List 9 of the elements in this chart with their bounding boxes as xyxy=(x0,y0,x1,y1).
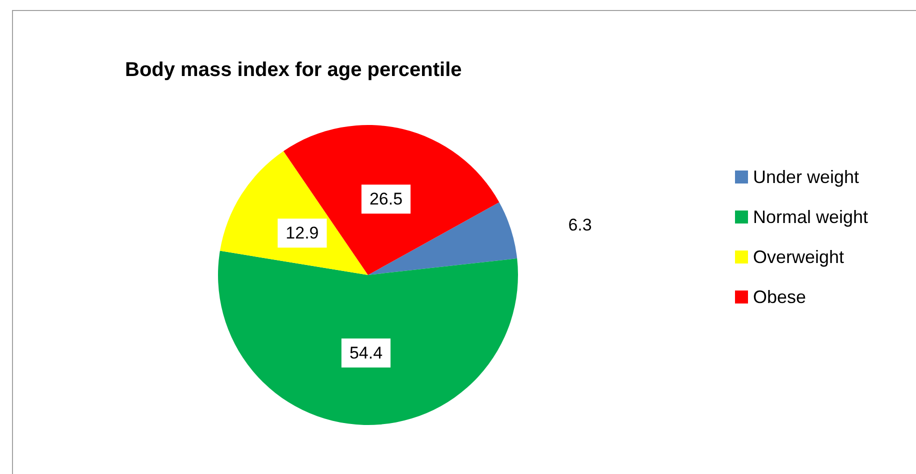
data-label: 26.5 xyxy=(369,190,403,209)
legend-label: Under weight xyxy=(753,167,860,187)
legend-label: Obese xyxy=(753,287,806,307)
chart-title: Body mass index for age percentile xyxy=(125,59,462,81)
legend-label: Normal weight xyxy=(753,207,868,227)
legend-label: Overweight xyxy=(753,247,844,267)
data-label: 12.9 xyxy=(286,224,319,243)
data-label: 6.3 xyxy=(568,215,592,234)
data-label: 54.4 xyxy=(349,343,383,362)
